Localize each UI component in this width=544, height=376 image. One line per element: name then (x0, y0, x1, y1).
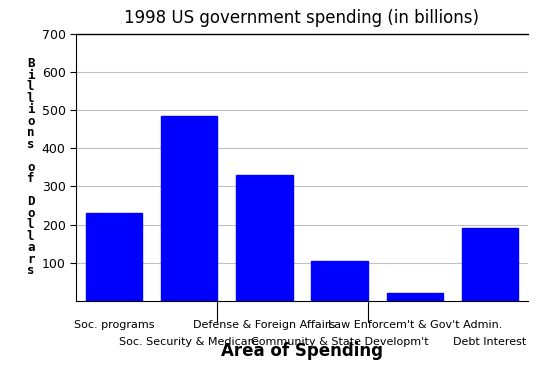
Text: Community & State Developm't: Community & State Developm't (251, 337, 428, 347)
Text: Soc. Security & Medicare: Soc. Security & Medicare (119, 337, 259, 347)
Bar (85, 213, 142, 301)
Text: Soc. programs: Soc. programs (73, 320, 154, 330)
Text: Law Enforcem't & Gov't Admin.: Law Enforcem't & Gov't Admin. (327, 320, 502, 330)
Title: 1998 US government spending (in billions): 1998 US government spending (in billions… (125, 9, 479, 27)
Text: Debt Interest: Debt Interest (454, 337, 527, 347)
Bar (462, 228, 518, 301)
Bar (387, 293, 443, 301)
X-axis label: Area of Spending: Area of Spending (221, 343, 383, 361)
Bar (236, 175, 293, 301)
Bar (161, 116, 217, 301)
Bar (311, 261, 368, 301)
Y-axis label: B
i
l
l
i
o
n
s

o
f

D
o
l
l
a
r
s: B i l l i o n s o f D o l l a r s (27, 57, 34, 277)
Text: Defense & Foreign Affairs: Defense & Foreign Affairs (193, 320, 336, 330)
